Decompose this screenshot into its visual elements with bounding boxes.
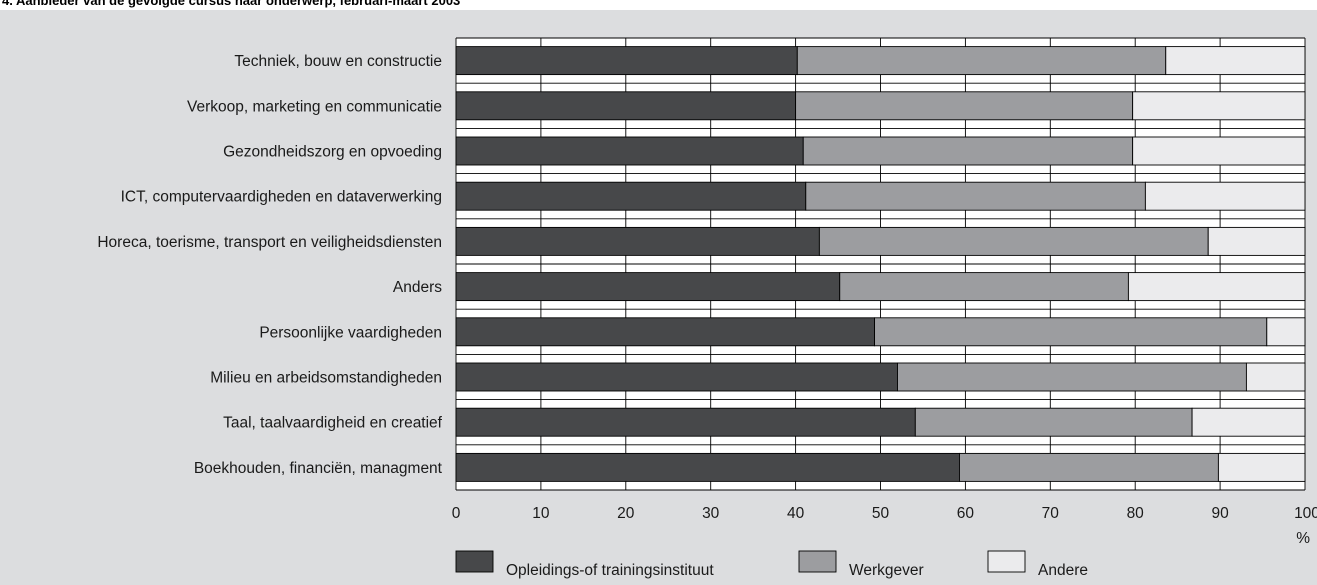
bar-segment bbox=[455, 226, 820, 256]
bar-segment bbox=[874, 317, 1268, 347]
bar-segment bbox=[1217, 452, 1306, 482]
x-tick-label: 50 bbox=[872, 505, 890, 522]
category-label: Horeca, toerisme, transport en veilighei… bbox=[97, 234, 442, 251]
bar-segment bbox=[959, 452, 1219, 482]
legend-swatch bbox=[798, 550, 837, 573]
x-tick-label: 20 bbox=[617, 505, 635, 522]
x-tick-label: 60 bbox=[957, 505, 975, 522]
bar-segment bbox=[1191, 407, 1306, 437]
bar-segment bbox=[897, 362, 1247, 392]
x-tick-label: 30 bbox=[702, 505, 720, 522]
bar-segment bbox=[455, 181, 807, 211]
bar-segment bbox=[805, 181, 1146, 211]
category-label: ICT, computervaardigheden en dataverwerk… bbox=[121, 189, 442, 206]
x-tick-label: 10 bbox=[532, 505, 550, 522]
category-label: Techniek, bouw en constructie bbox=[234, 53, 442, 70]
bar-segment bbox=[455, 46, 798, 76]
x-tick-label: 70 bbox=[1042, 505, 1060, 522]
bar-segment bbox=[795, 91, 1134, 121]
legend-swatch bbox=[455, 550, 494, 573]
bar-segment bbox=[455, 317, 876, 347]
bar-segment bbox=[455, 272, 841, 302]
bar-segment bbox=[1165, 46, 1306, 76]
category-label: Verkoop, marketing en communicatie bbox=[187, 98, 442, 115]
x-tick-label: 0 bbox=[452, 505, 461, 522]
stacked-bar-chart: Techniek, bouw en constructie Verkoop, ma… bbox=[97, 37, 1317, 579]
chart-title: 4. Aanbieder van de gevolgde cursus naar… bbox=[2, 0, 461, 8]
bar-segment bbox=[1266, 317, 1306, 347]
chart-panel: Techniek, bouw en constructie Verkoop, ma… bbox=[0, 10, 1317, 585]
bar-segment bbox=[1132, 136, 1306, 166]
bar-segment bbox=[1132, 91, 1306, 121]
category-label: Milieu en arbeidsomstandigheden bbox=[210, 370, 442, 387]
category-label: Boekhouden, financiën, managment bbox=[194, 460, 443, 477]
bar-segment bbox=[455, 91, 797, 121]
legend-label: Andere bbox=[1038, 562, 1088, 579]
category-label: Taal, taalvaardigheid en creatief bbox=[223, 415, 443, 432]
x-tick-label: 90 bbox=[1211, 505, 1229, 522]
legend-label: Opleidings-of trainingsinstituut bbox=[506, 562, 714, 579]
bar-segment bbox=[1245, 362, 1306, 392]
category-label: Gezondheidszorg en opvoeding bbox=[223, 144, 442, 161]
bar-segment bbox=[839, 272, 1129, 302]
bar-segment bbox=[455, 407, 916, 437]
x-unit-label: % bbox=[1296, 530, 1310, 547]
legend-label: Werkgever bbox=[849, 562, 924, 579]
x-tick-label: 80 bbox=[1127, 505, 1145, 522]
bar-segment bbox=[455, 362, 898, 392]
bar-segment bbox=[818, 226, 1209, 256]
bar-segment bbox=[1144, 181, 1306, 211]
bar-segment bbox=[796, 46, 1167, 76]
bar-segment bbox=[802, 136, 1134, 166]
category-label: Persoonlijke vaardigheden bbox=[259, 324, 442, 341]
bar-segment bbox=[1207, 226, 1306, 256]
bar-segment bbox=[455, 452, 960, 482]
category-label: Anders bbox=[393, 279, 442, 296]
x-tick-label: 100 bbox=[1294, 505, 1317, 522]
bar-segment bbox=[1127, 272, 1306, 302]
legend-swatch bbox=[987, 550, 1026, 573]
bar-segment bbox=[914, 407, 1193, 437]
x-tick-label: 40 bbox=[787, 505, 805, 522]
bar-segment bbox=[455, 136, 804, 166]
